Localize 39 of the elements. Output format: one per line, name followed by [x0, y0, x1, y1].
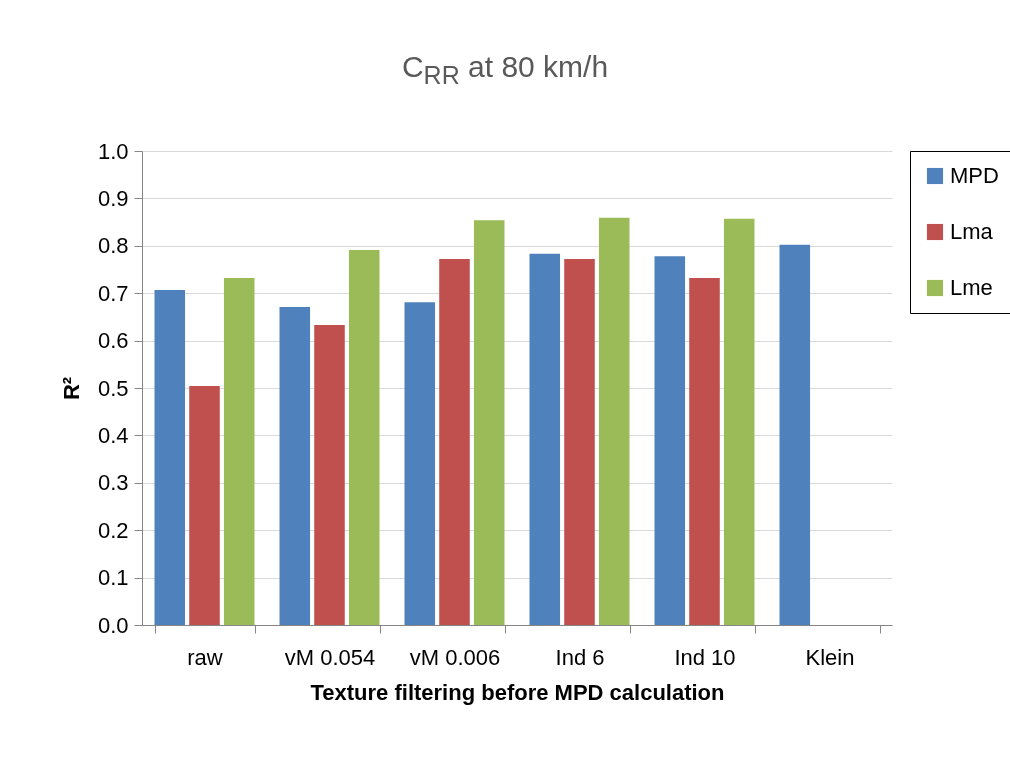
y-tick-label: 0.4 — [97, 422, 129, 448]
bar — [314, 324, 345, 625]
y-tick-label: 0.2 — [97, 517, 129, 543]
x-tick-label: raw — [187, 644, 223, 670]
x-tick-label: Ind 10 — [674, 644, 736, 670]
legend-label: MPD — [950, 163, 999, 188]
bar — [564, 259, 595, 625]
y-tick-label: 0.0 — [97, 612, 129, 638]
x-tick-label: vM 0.054 — [284, 644, 376, 670]
chart-title: C$_{RR}$ at 80 km/h — [400, 50, 610, 90]
bar — [723, 218, 755, 625]
y-tick-label: 0.8 — [97, 233, 129, 259]
bar — [439, 259, 470, 625]
bar — [779, 244, 811, 625]
y-tick-label: 0.1 — [97, 565, 129, 591]
legend-label: Lma — [950, 219, 994, 244]
y-tick-label: 0.5 — [97, 375, 129, 401]
legend-label: Lme — [950, 275, 993, 300]
bar — [598, 217, 630, 625]
y-tick-label: 0.3 — [97, 470, 129, 496]
y-tick-label: 0.9 — [97, 185, 129, 211]
bar — [689, 278, 720, 625]
x-tick-label: Ind 6 — [555, 644, 605, 670]
bar — [154, 289, 186, 625]
x-axis-title: Texture filtering before MPD calculation — [310, 679, 725, 705]
bar — [348, 250, 380, 625]
bar — [223, 278, 255, 625]
y-tick-label: 0.7 — [97, 280, 129, 306]
bar — [529, 253, 561, 625]
x-tick-label: vM 0.006 — [409, 644, 501, 670]
y-tick-label: 1.0 — [97, 138, 129, 164]
bar — [473, 220, 505, 625]
bar — [279, 306, 311, 625]
y-tick-label: 0.6 — [97, 328, 129, 354]
bar — [654, 256, 686, 625]
x-tick-label: Klein — [805, 644, 855, 670]
bar — [189, 386, 220, 625]
bar — [404, 302, 436, 625]
y-axis-title: R² — [58, 376, 84, 401]
